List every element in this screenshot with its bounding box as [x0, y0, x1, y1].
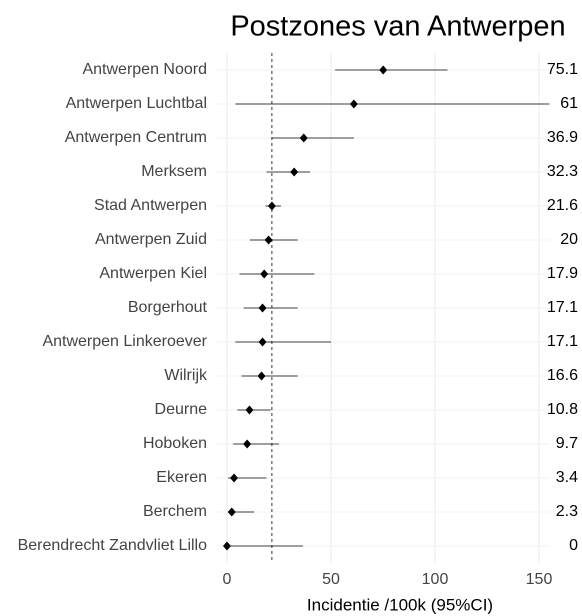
value-label: 75.1	[547, 61, 578, 78]
point-estimate	[243, 439, 252, 449]
value-label: 9.7	[556, 435, 578, 452]
value-label: 17.1	[547, 333, 578, 350]
point-estimate	[230, 473, 239, 483]
point-estimate	[227, 507, 236, 517]
y-tick-label: Antwerpen Zuid	[95, 231, 207, 248]
y-tick-label: Hoboken	[143, 435, 207, 452]
value-label: 0	[569, 537, 578, 554]
y-tick-label: Stad Antwerpen	[94, 197, 207, 214]
value-label: 3.4	[556, 469, 578, 486]
point-estimate	[258, 303, 267, 313]
value-label: 16.6	[547, 367, 578, 384]
value-label: 21.6	[547, 197, 578, 214]
y-tick-label: Wilrijk	[164, 367, 208, 384]
point-estimate	[290, 167, 299, 177]
x-axis-title: Incidentie /100k (95%CI)	[307, 595, 493, 614]
point-estimate	[257, 371, 266, 381]
point-estimate	[222, 541, 231, 551]
chart-title: Postzones van Antwerpen	[230, 11, 565, 43]
point-estimate	[258, 337, 267, 347]
value-label: 36.9	[547, 129, 578, 146]
point-estimate	[245, 405, 254, 415]
value-label: 17.1	[547, 299, 578, 316]
point-estimate	[299, 133, 308, 143]
x-tick-label: 150	[526, 571, 553, 588]
y-tick-label: Antwerpen Luchtbal	[66, 95, 207, 112]
point-estimate	[264, 235, 273, 245]
y-tick-label: Merksem	[141, 163, 207, 180]
x-tick-label: 0	[223, 571, 232, 588]
y-tick-label: Berendrecht Zandvliet Lillo	[18, 537, 208, 554]
y-tick-label: Ekeren	[156, 469, 207, 486]
value-label: 17.9	[547, 265, 578, 282]
y-tick-label: Borgerhout	[128, 299, 208, 316]
point-estimate	[379, 65, 388, 75]
value-label: 20	[560, 231, 578, 248]
x-tick-label: 50	[322, 571, 340, 588]
value-label: 32.3	[547, 163, 578, 180]
y-tick-label: Antwerpen Centrum	[65, 129, 207, 146]
y-tick-label: Antwerpen Kiel	[99, 265, 207, 282]
x-tick-label: 100	[422, 571, 449, 588]
y-tick-label: Berchem	[143, 503, 207, 520]
y-tick-label: Deurne	[155, 401, 208, 418]
point-estimate	[260, 269, 269, 279]
value-label: 10.8	[547, 401, 578, 418]
value-label: 61	[560, 95, 578, 112]
y-tick-label: Antwerpen Linkeroever	[42, 333, 207, 350]
value-label: 2.3	[556, 503, 578, 520]
point-estimate	[349, 99, 358, 109]
y-tick-label: Antwerpen Noord	[82, 61, 207, 78]
